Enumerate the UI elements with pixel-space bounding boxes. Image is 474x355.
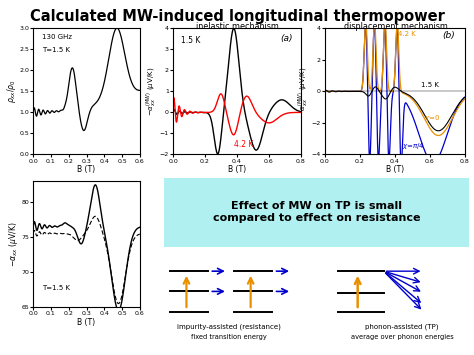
Text: $\chi$=0: $\chi$=0 xyxy=(424,113,441,123)
X-axis label: B (T): B (T) xyxy=(77,318,96,327)
Text: T=1.5 K: T=1.5 K xyxy=(42,285,70,291)
Text: 4.2 K: 4.2 K xyxy=(234,140,253,149)
Text: phonon-assisted (TP): phonon-assisted (TP) xyxy=(365,323,439,330)
Y-axis label: $-\alpha_{xx}$ ($\mu$V/K): $-\alpha_{xx}$ ($\mu$V/K) xyxy=(7,222,20,267)
Text: $\chi$=$\pi$/4: $\chi$=$\pi$/4 xyxy=(401,141,425,151)
Text: fixed transition energy: fixed transition energy xyxy=(191,334,267,340)
Y-axis label: $\rho_{xx}/\rho_0$: $\rho_{xx}/\rho_0$ xyxy=(5,80,18,103)
Text: Effect of MW on TP is small
compared to effect on resistance: Effect of MW on TP is small compared to … xyxy=(213,201,420,223)
Text: impurity-assisted (resistance): impurity-assisted (resistance) xyxy=(177,323,281,330)
Text: average over phonon energies: average over phonon energies xyxy=(351,334,453,340)
Y-axis label: $-\alpha_{xx}^{(MW)}$ ($\mu$V/K): $-\alpha_{xx}^{(MW)}$ ($\mu$V/K) xyxy=(296,67,310,116)
Text: T=1.5 K: T=1.5 K xyxy=(42,47,70,53)
Text: 4.2 K: 4.2 K xyxy=(398,31,416,37)
Text: (b): (b) xyxy=(442,31,455,40)
Text: inelastic mechanism: inelastic mechanism xyxy=(196,22,278,31)
Text: (a): (a) xyxy=(280,34,292,43)
Text: 1.5 K: 1.5 K xyxy=(181,36,201,45)
Text: 1.5 K: 1.5 K xyxy=(421,82,439,88)
Y-axis label: $-\alpha_{xx}^{(MW)}$ ($\mu$V/K): $-\alpha_{xx}^{(MW)}$ ($\mu$V/K) xyxy=(145,67,158,116)
X-axis label: B (T): B (T) xyxy=(77,165,96,174)
Text: displacement mechanism: displacement mechanism xyxy=(344,22,448,31)
X-axis label: B (T): B (T) xyxy=(385,165,404,174)
X-axis label: B (T): B (T) xyxy=(228,165,246,174)
Text: 130 GHz: 130 GHz xyxy=(42,34,72,40)
Text: Calculated MW-induced longitudinal thermopower: Calculated MW-induced longitudinal therm… xyxy=(29,9,445,24)
